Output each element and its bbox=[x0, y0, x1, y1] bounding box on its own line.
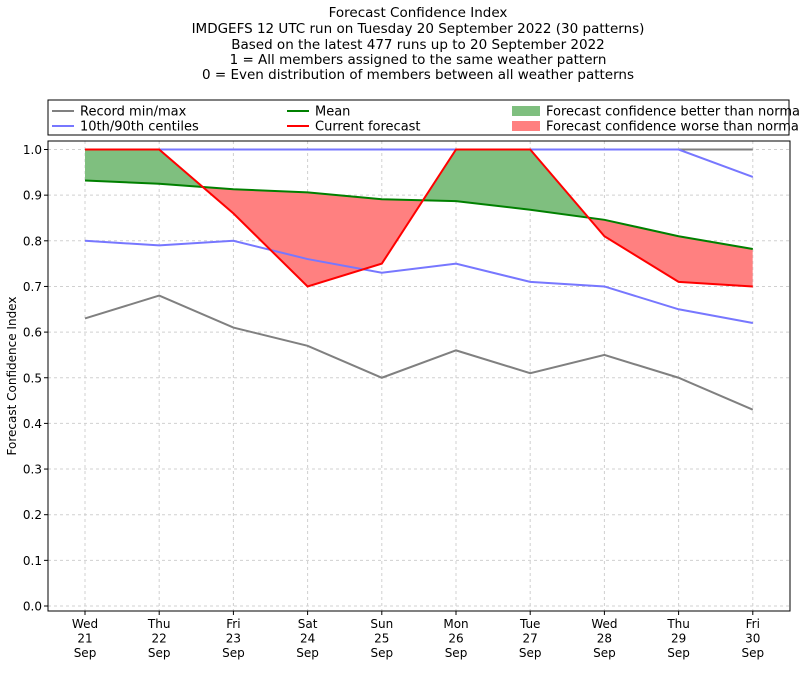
chart-subtitle-zero: 0 = Even distribution of members between… bbox=[201, 67, 635, 83]
y-tick-label: 0.7 bbox=[23, 280, 42, 294]
series-current-forecast bbox=[85, 148, 753, 288]
x-tick-label: Tue bbox=[519, 617, 541, 631]
chart-subtitle-one: 1 = All members assigned to the same wea… bbox=[229, 52, 607, 68]
y-tick-label: 1.0 bbox=[23, 143, 42, 157]
series-mean bbox=[84, 179, 753, 251]
x-tick-label: Fri bbox=[746, 617, 760, 631]
legend-label: Mean bbox=[315, 105, 350, 120]
x-tick-label: Sep bbox=[222, 646, 245, 660]
x-tick-label: Thu bbox=[147, 617, 171, 631]
legend-box bbox=[47, 99, 790, 136]
x-tick-label: Sep bbox=[148, 646, 171, 660]
x-tick-label: Sep bbox=[370, 646, 393, 660]
x-tick-label: Thu bbox=[666, 617, 690, 631]
x-tick-label: 23 bbox=[226, 632, 241, 646]
legend-label: Record min/max bbox=[80, 105, 187, 120]
x-tick-label: 29 bbox=[671, 632, 686, 646]
y-tick-label: 0.3 bbox=[23, 463, 42, 477]
y-tick-label: 0.4 bbox=[23, 417, 42, 431]
x-tick-label: 25 bbox=[374, 632, 389, 646]
x-tick-label: Wed bbox=[591, 617, 617, 631]
legend-label: 10th/90th centiles bbox=[80, 120, 199, 135]
legend-label: Current forecast bbox=[315, 120, 421, 135]
legend-label: Forecast confidence worse than normal bbox=[546, 120, 800, 135]
x-tick-label: Sep bbox=[74, 646, 97, 660]
x-tick-label: Wed bbox=[72, 617, 98, 631]
x-tick-label: Sun bbox=[370, 617, 393, 631]
x-tick-label: 22 bbox=[152, 632, 167, 646]
y-axis-label: Forecast Confidence Index bbox=[5, 297, 19, 456]
legend-label: Forecast confidence better than normal bbox=[546, 105, 800, 120]
x-tick-label: 26 bbox=[448, 632, 463, 646]
x-tick-label: Mon bbox=[443, 617, 468, 631]
chart-subtitle-runs: Based on the latest 477 runs up to 20 Se… bbox=[231, 37, 605, 53]
series-90th-centile bbox=[85, 148, 754, 178]
fill-worse-than-normal bbox=[85, 180, 753, 287]
x-tick-label: 27 bbox=[523, 632, 538, 646]
series-10th-centile bbox=[84, 239, 753, 324]
x-tick-label: Sep bbox=[593, 646, 616, 660]
y-tick-label: 0.8 bbox=[23, 234, 42, 248]
y-tick-label: 0.2 bbox=[23, 508, 42, 522]
x-tick-label: Sep bbox=[519, 646, 542, 660]
x-tick-label: 24 bbox=[300, 632, 315, 646]
x-tick-label: 30 bbox=[745, 632, 760, 646]
x-tick-label: Sep bbox=[445, 646, 468, 660]
x-tick-label: 21 bbox=[77, 632, 92, 646]
chart-subtitle-run: IMDGEFS 12 UTC run on Tuesday 20 Septemb… bbox=[191, 21, 645, 37]
y-tick-label: 0.9 bbox=[23, 189, 42, 203]
y-tick-label: 0.0 bbox=[23, 600, 42, 614]
plot-frame bbox=[47, 140, 791, 612]
legend-swatch bbox=[512, 121, 540, 131]
chart-title: Forecast Confidence Index bbox=[328, 5, 508, 21]
fill-better-than-normal bbox=[85, 149, 753, 250]
legend-swatch bbox=[512, 106, 540, 116]
series-record-min bbox=[84, 294, 754, 411]
x-tick-label: Sep bbox=[667, 646, 690, 660]
x-tick-label: Fri bbox=[226, 617, 240, 631]
x-tick-label: Sat bbox=[298, 617, 318, 631]
x-tick-label: Sep bbox=[296, 646, 319, 660]
y-tick-label: 0.5 bbox=[23, 371, 42, 385]
x-tick-label: Sep bbox=[741, 646, 764, 660]
x-tick-label: 28 bbox=[597, 632, 612, 646]
y-tick-label: 0.6 bbox=[23, 326, 42, 340]
y-tick-label: 0.1 bbox=[23, 554, 42, 568]
